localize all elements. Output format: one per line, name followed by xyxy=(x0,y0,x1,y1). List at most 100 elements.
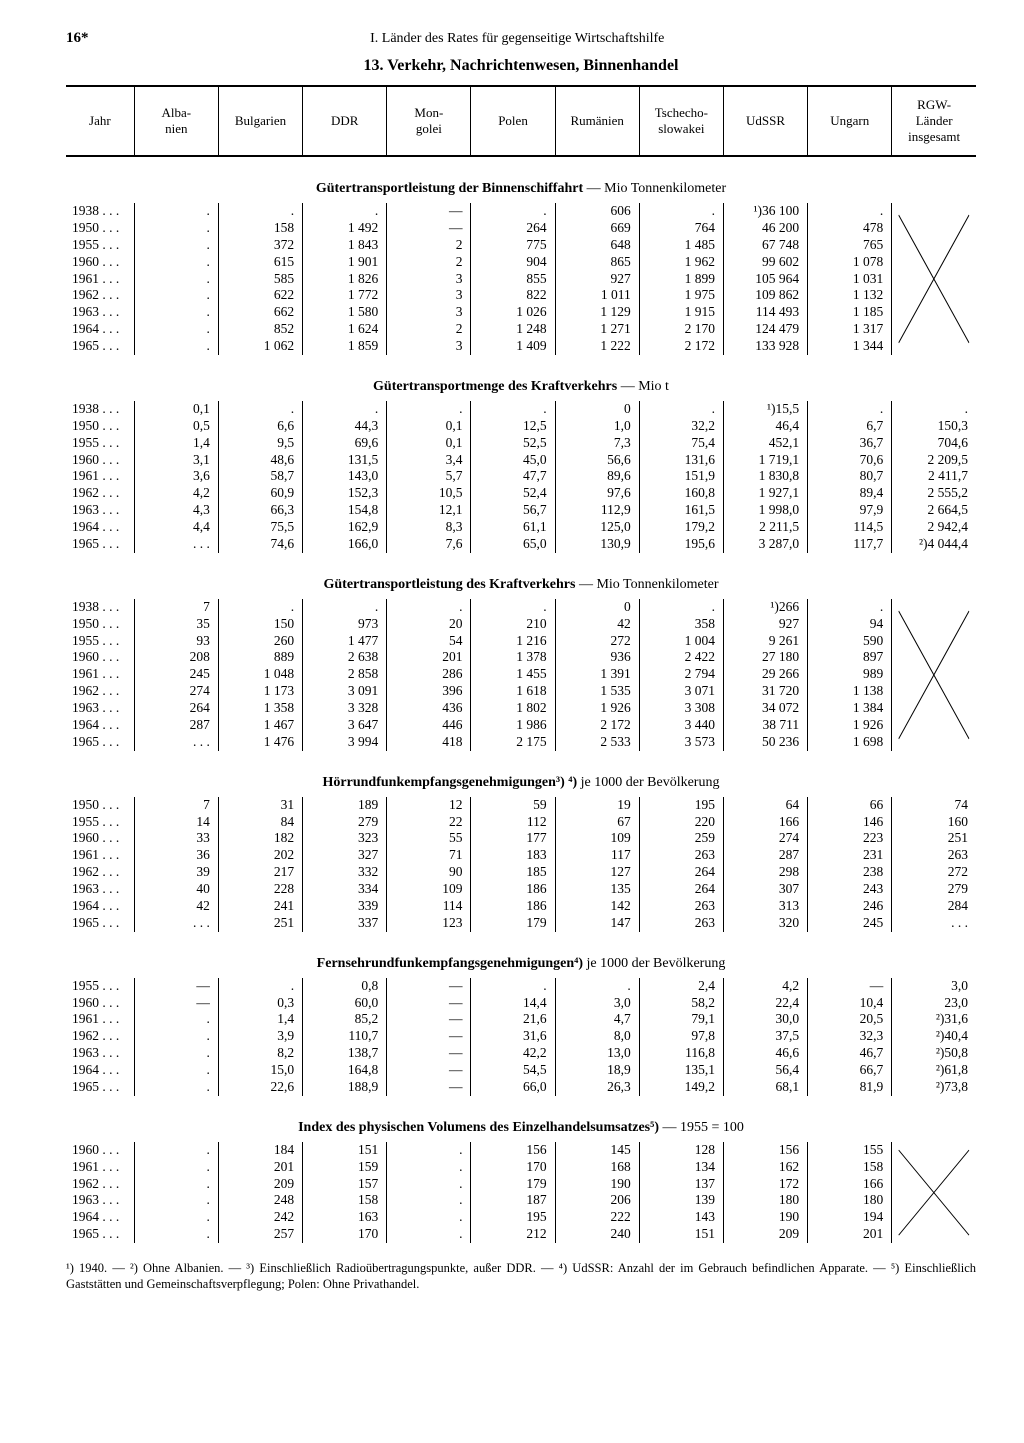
value-cell: 1 624 xyxy=(303,321,387,338)
value-cell: 2 533 xyxy=(555,734,639,751)
value-cell: 0,8 xyxy=(303,978,387,995)
table-row: 1962 . . ..6221 77238221 0111 975109 862… xyxy=(66,287,976,304)
table-row: 1961 . . .3620232771183117263287231263 xyxy=(66,847,976,864)
value-cell: 179,2 xyxy=(639,519,723,536)
value-cell: 201 xyxy=(218,1159,302,1176)
value-cell: 3 440 xyxy=(639,717,723,734)
value-cell: 14,4 xyxy=(471,995,555,1012)
column-header: Mon-golei xyxy=(387,86,471,156)
value-cell: . xyxy=(134,237,218,254)
table-row: 1963 . . ..248158.187206139180180 xyxy=(66,1192,976,1209)
value-cell: 1 378 xyxy=(471,649,555,666)
value-cell: 195,6 xyxy=(639,536,723,553)
value-cell: 396 xyxy=(387,683,471,700)
value-cell: . xyxy=(387,599,471,616)
value-cell: . xyxy=(555,978,639,995)
value-cell: 1 384 xyxy=(808,700,892,717)
value-cell: 7,3 xyxy=(555,435,639,452)
value-cell: 201 xyxy=(387,649,471,666)
year-cell: 1965 . . . xyxy=(66,536,134,553)
table-row: 1962 . . ..3,9110,7—31,68,097,837,532,3²… xyxy=(66,1028,976,1045)
table-row: 1965 . . ..1 0621 85931 4091 2222 172133… xyxy=(66,338,976,355)
value-cell: 4,4 xyxy=(134,519,218,536)
value-cell: . . . xyxy=(134,734,218,751)
year-cell: 1950 . . . xyxy=(66,418,134,435)
value-cell: . xyxy=(218,203,302,220)
table-row: 1961 . . ..1,485,2—21,64,779,130,020,5²)… xyxy=(66,1011,976,1028)
value-cell: 47,7 xyxy=(471,468,555,485)
value-cell: . xyxy=(134,287,218,304)
value-cell: 1 899 xyxy=(639,271,723,288)
value-cell: 1 998,0 xyxy=(723,502,807,519)
value-cell: 446 xyxy=(387,717,471,734)
value-cell: 3 xyxy=(387,287,471,304)
year-cell: 1963 . . . xyxy=(66,304,134,321)
value-cell: 1,4 xyxy=(134,435,218,452)
year-cell: 1950 . . . xyxy=(66,220,134,237)
table-row: 1961 . . .2451 0482 8582861 4551 3912 79… xyxy=(66,666,976,683)
value-cell: 158 xyxy=(218,220,302,237)
value-cell: 231 xyxy=(808,847,892,864)
value-cell: 52,4 xyxy=(471,485,555,502)
table-row: 1964 . . .4,475,5162,98,361,1125,0179,22… xyxy=(66,519,976,536)
value-cell: 20 xyxy=(387,616,471,633)
value-cell: 245 xyxy=(134,666,218,683)
value-cell: 162 xyxy=(723,1159,807,1176)
value-cell: 4,2 xyxy=(134,485,218,502)
value-cell: 3 287,0 xyxy=(723,536,807,553)
value-cell: 36,7 xyxy=(808,435,892,452)
table-row: 1962 . . .4,260,9152,310,552,497,6160,81… xyxy=(66,485,976,502)
value-cell: 81,9 xyxy=(808,1079,892,1096)
value-cell: . xyxy=(134,1192,218,1209)
value-cell: 1 802 xyxy=(471,700,555,717)
value-cell: 9,5 xyxy=(218,435,302,452)
value-cell: 112 xyxy=(471,814,555,831)
table-row: 1955 . . .1,49,569,60,152,57,375,4452,13… xyxy=(66,435,976,452)
value-cell: 243 xyxy=(808,881,892,898)
value-cell: 66,0 xyxy=(471,1079,555,1096)
value-cell: . xyxy=(134,321,218,338)
value-cell: 320 xyxy=(723,915,807,932)
value-cell: 1 455 xyxy=(471,666,555,683)
value-cell: 75,5 xyxy=(218,519,302,536)
value-cell: 55 xyxy=(387,830,471,847)
value-cell: 622 xyxy=(218,287,302,304)
value-cell: 1 476 xyxy=(218,734,302,751)
value-cell: 31 720 xyxy=(723,683,807,700)
value-cell: 67 748 xyxy=(723,237,807,254)
value-cell: 3 994 xyxy=(303,734,387,751)
value-cell: 1 962 xyxy=(639,254,723,271)
value-cell: 131,6 xyxy=(639,452,723,469)
column-header: Tschecho-slowakei xyxy=(639,86,723,156)
year-cell: 1964 . . . xyxy=(66,1209,134,1226)
value-cell: 31 xyxy=(218,797,302,814)
value-cell: 89,6 xyxy=(555,468,639,485)
value-cell: 274 xyxy=(134,683,218,700)
value-cell: 68,1 xyxy=(723,1079,807,1096)
year-cell: 1960 . . . xyxy=(66,1142,134,1159)
value-cell: 149,2 xyxy=(639,1079,723,1096)
table-row: 1960 . . ..6151 90129048651 96299 6021 0… xyxy=(66,254,976,271)
value-cell: 2 411,7 xyxy=(892,468,976,485)
value-cell: 56,4 xyxy=(723,1062,807,1079)
value-cell: 66,7 xyxy=(808,1062,892,1079)
value-cell: 33 xyxy=(134,830,218,847)
value-cell: 30,0 xyxy=(723,1011,807,1028)
value-cell: 110,7 xyxy=(303,1028,387,1045)
table-row: 1961 . . ..5851 82638559271 899105 9641 … xyxy=(66,271,976,288)
value-cell: 263 xyxy=(639,847,723,864)
value-cell: . xyxy=(387,1192,471,1209)
value-cell: 71 xyxy=(387,847,471,864)
year-cell: 1938 . . . xyxy=(66,599,134,616)
value-cell: 1 078 xyxy=(808,254,892,271)
value-cell: 1 173 xyxy=(218,683,302,700)
value-cell: . xyxy=(471,203,555,220)
value-cell: 662 xyxy=(218,304,302,321)
value-cell: 313 xyxy=(723,898,807,915)
value-cell: 48,6 xyxy=(218,452,302,469)
value-cell: 1 216 xyxy=(471,633,555,650)
value-cell: 54,5 xyxy=(471,1062,555,1079)
value-cell: 34 072 xyxy=(723,700,807,717)
value-cell: 32,3 xyxy=(808,1028,892,1045)
table-row: 1955 . . .—.0,8—..2,44,2—3,0 xyxy=(66,978,976,995)
